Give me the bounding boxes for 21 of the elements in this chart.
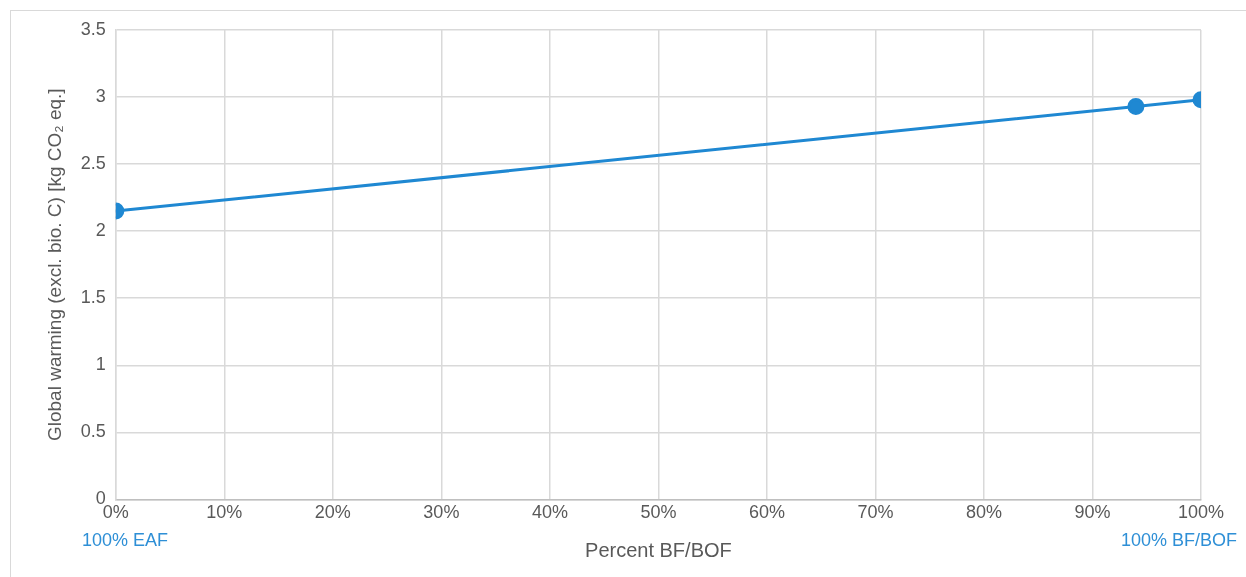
y-tick-label: 1 [95,354,106,375]
x-tick-label: 10% [206,502,243,523]
x-tick-label: 50% [640,502,677,523]
y-axis-title: Global warming (excl. bio. C) [kg CO₂ eq.] [43,88,65,442]
x-tick-label: 40% [531,502,568,523]
x-tick-label: 90% [1074,502,1111,523]
text: 100% EAF [82,529,169,550]
x-tick-label: 100% [1177,502,1225,523]
y-tick-label: 2 [95,220,106,241]
y-tick-label: 3 [95,86,106,107]
x-tick-label: 60% [748,502,785,523]
x-tick-label: 70% [857,502,894,523]
x-tick-label: 20% [314,502,351,523]
x-tick-label: 30% [423,502,460,523]
x-axis-title: Percent BF/BOF [585,538,732,561]
x-tick-label: 80% [965,502,1002,523]
y-tick-label: 2.5 [80,153,106,174]
y-tick-label: 0.5 [80,421,106,442]
y-tick-label: 1.5 [80,287,106,308]
y-tick-label: 3.5 [80,18,106,39]
text: 100% BF/BOF [1120,529,1237,550]
